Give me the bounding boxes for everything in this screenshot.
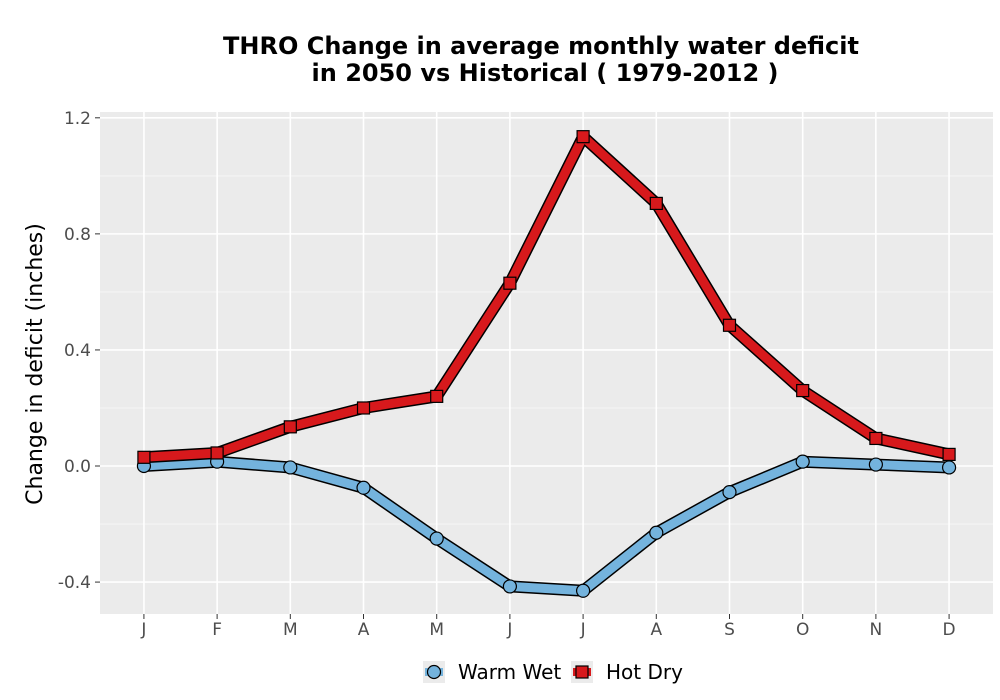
point-warm-wet	[649, 525, 664, 540]
legend-key-warm-wet	[423, 661, 445, 683]
x-tick-label: J	[580, 620, 586, 640]
x-tick-label: J	[140, 620, 146, 640]
point-warm-wet	[429, 531, 444, 546]
point-hot-dry	[430, 389, 444, 403]
point-hot-dry	[283, 420, 297, 434]
y-tick-label: -0.4	[58, 573, 91, 593]
legend-label-hot-dry: Hot Dry	[606, 660, 683, 684]
legend-label-warm-wet: Warm Wet	[458, 660, 561, 684]
x-tick-label: A	[650, 620, 662, 640]
point-hot-dry	[210, 446, 224, 460]
chart-title-line-1: THRO Change in average monthly water def…	[223, 32, 859, 60]
point-warm-wet	[868, 457, 883, 472]
legend-key-hot-dry	[571, 661, 593, 683]
point-hot-dry	[869, 431, 883, 446]
point-hot-dry	[576, 130, 590, 144]
point-hot-dry	[503, 276, 517, 290]
y-tick-label: 0.4	[64, 341, 91, 361]
plot-panel	[100, 112, 993, 614]
point-hot-dry	[796, 383, 810, 398]
point-warm-wet	[283, 460, 298, 475]
point-hot-dry	[649, 196, 663, 211]
point-hot-dry	[942, 447, 956, 462]
series-line-hot-dry	[139, 132, 954, 462]
x-tick-label: N	[870, 620, 883, 640]
x-tick-label: J	[506, 620, 512, 640]
series-layer	[136, 130, 957, 598]
x-tick-label: S	[724, 620, 735, 640]
x-tick-label: F	[212, 620, 222, 640]
x-tick-label: A	[358, 620, 370, 640]
y-tick-label: 1.2	[64, 109, 91, 129]
gridlines	[100, 112, 993, 614]
y-tick-label: 0.8	[64, 225, 91, 245]
point-warm-wet	[575, 583, 591, 598]
y-tick-label: 0.0	[64, 457, 91, 477]
legend: Warm Wet Hot Dry	[423, 660, 683, 684]
x-tick-label: M	[283, 620, 298, 640]
series-line-warm-wet	[139, 457, 954, 596]
y-axis: -0.4 0.0 0.4 0.8 1.2	[58, 109, 100, 593]
point-warm-wet	[356, 480, 371, 495]
point-hot-dry	[137, 450, 151, 464]
chart-title-line-2: in 2050 vs Historical ( 1979-2012 )	[312, 59, 779, 87]
point-warm-wet	[502, 579, 518, 594]
point-warm-wet	[941, 460, 957, 475]
point-warm-wet	[722, 485, 737, 500]
x-tick-label: O	[796, 620, 809, 640]
x-tick-label: M	[429, 620, 444, 640]
point-warm-wet	[795, 454, 810, 469]
point-hot-dry	[722, 318, 737, 332]
x-tick-label: D	[943, 620, 956, 640]
point-hot-dry	[356, 401, 371, 415]
y-axis-label: Change in deficit (inches)	[23, 223, 48, 505]
